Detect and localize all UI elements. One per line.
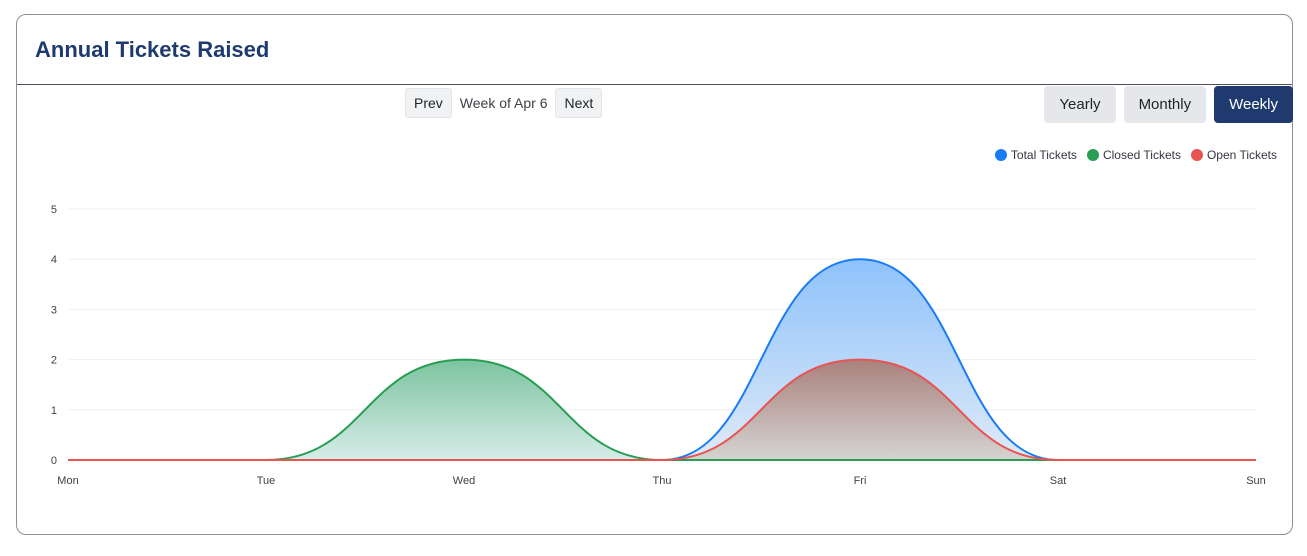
week-label: Week of Apr 6 (459, 95, 548, 111)
legend-item-open[interactable]: Open Tickets (1190, 148, 1277, 162)
y-tick-label: 5 (51, 204, 57, 216)
card-title: Annual Tickets Raised (35, 36, 270, 62)
monthly-button[interactable]: Monthly (1123, 86, 1207, 123)
next-button[interactable]: Next (555, 88, 603, 118)
legend-dot-closed (1086, 149, 1099, 161)
card-header: Annual Tickets Raised (17, 15, 1292, 85)
legend-item-total[interactable]: Total Tickets (994, 148, 1077, 162)
y-tick-label: 0 (51, 455, 57, 467)
x-tick-label: Mon (57, 475, 78, 487)
y-tick-label: 2 (51, 355, 57, 367)
area-closed (68, 359, 1256, 460)
y-tick-label: 3 (51, 304, 57, 316)
weekly-button[interactable]: Weekly (1214, 86, 1293, 123)
x-tick-label: Tue (257, 475, 276, 487)
area-open (68, 359, 1256, 460)
range-toggle: Yearly Monthly Weekly (1044, 86, 1293, 123)
x-tick-label: Fri (854, 475, 867, 487)
x-tick-label: Sun (1246, 475, 1266, 487)
legend-label-closed: Closed Tickets (1102, 148, 1181, 162)
x-tick-label: Thu (653, 475, 672, 487)
y-tick-label: 4 (51, 254, 57, 266)
legend-dot-open (1190, 149, 1203, 161)
week-navigation: Prev Week of Apr 6 Next (405, 88, 603, 118)
line-open[interactable] (67, 358, 1256, 462)
legend-label-open: Open Tickets (1206, 148, 1277, 162)
x-tick-label: Sat (1050, 475, 1067, 487)
prev-button[interactable]: Prev (405, 88, 452, 118)
legend-item-closed[interactable]: Closed Tickets (1086, 148, 1181, 162)
x-tick-label: Wed (453, 475, 475, 487)
chart-legend: Total Tickets Closed Tickets Open Ticket… (994, 148, 1277, 162)
yearly-button[interactable]: Yearly (1044, 86, 1116, 123)
legend-label-total: Total Tickets (1010, 148, 1077, 162)
legend-dot-total (994, 149, 1007, 161)
y-tick-label: 1 (51, 405, 57, 417)
